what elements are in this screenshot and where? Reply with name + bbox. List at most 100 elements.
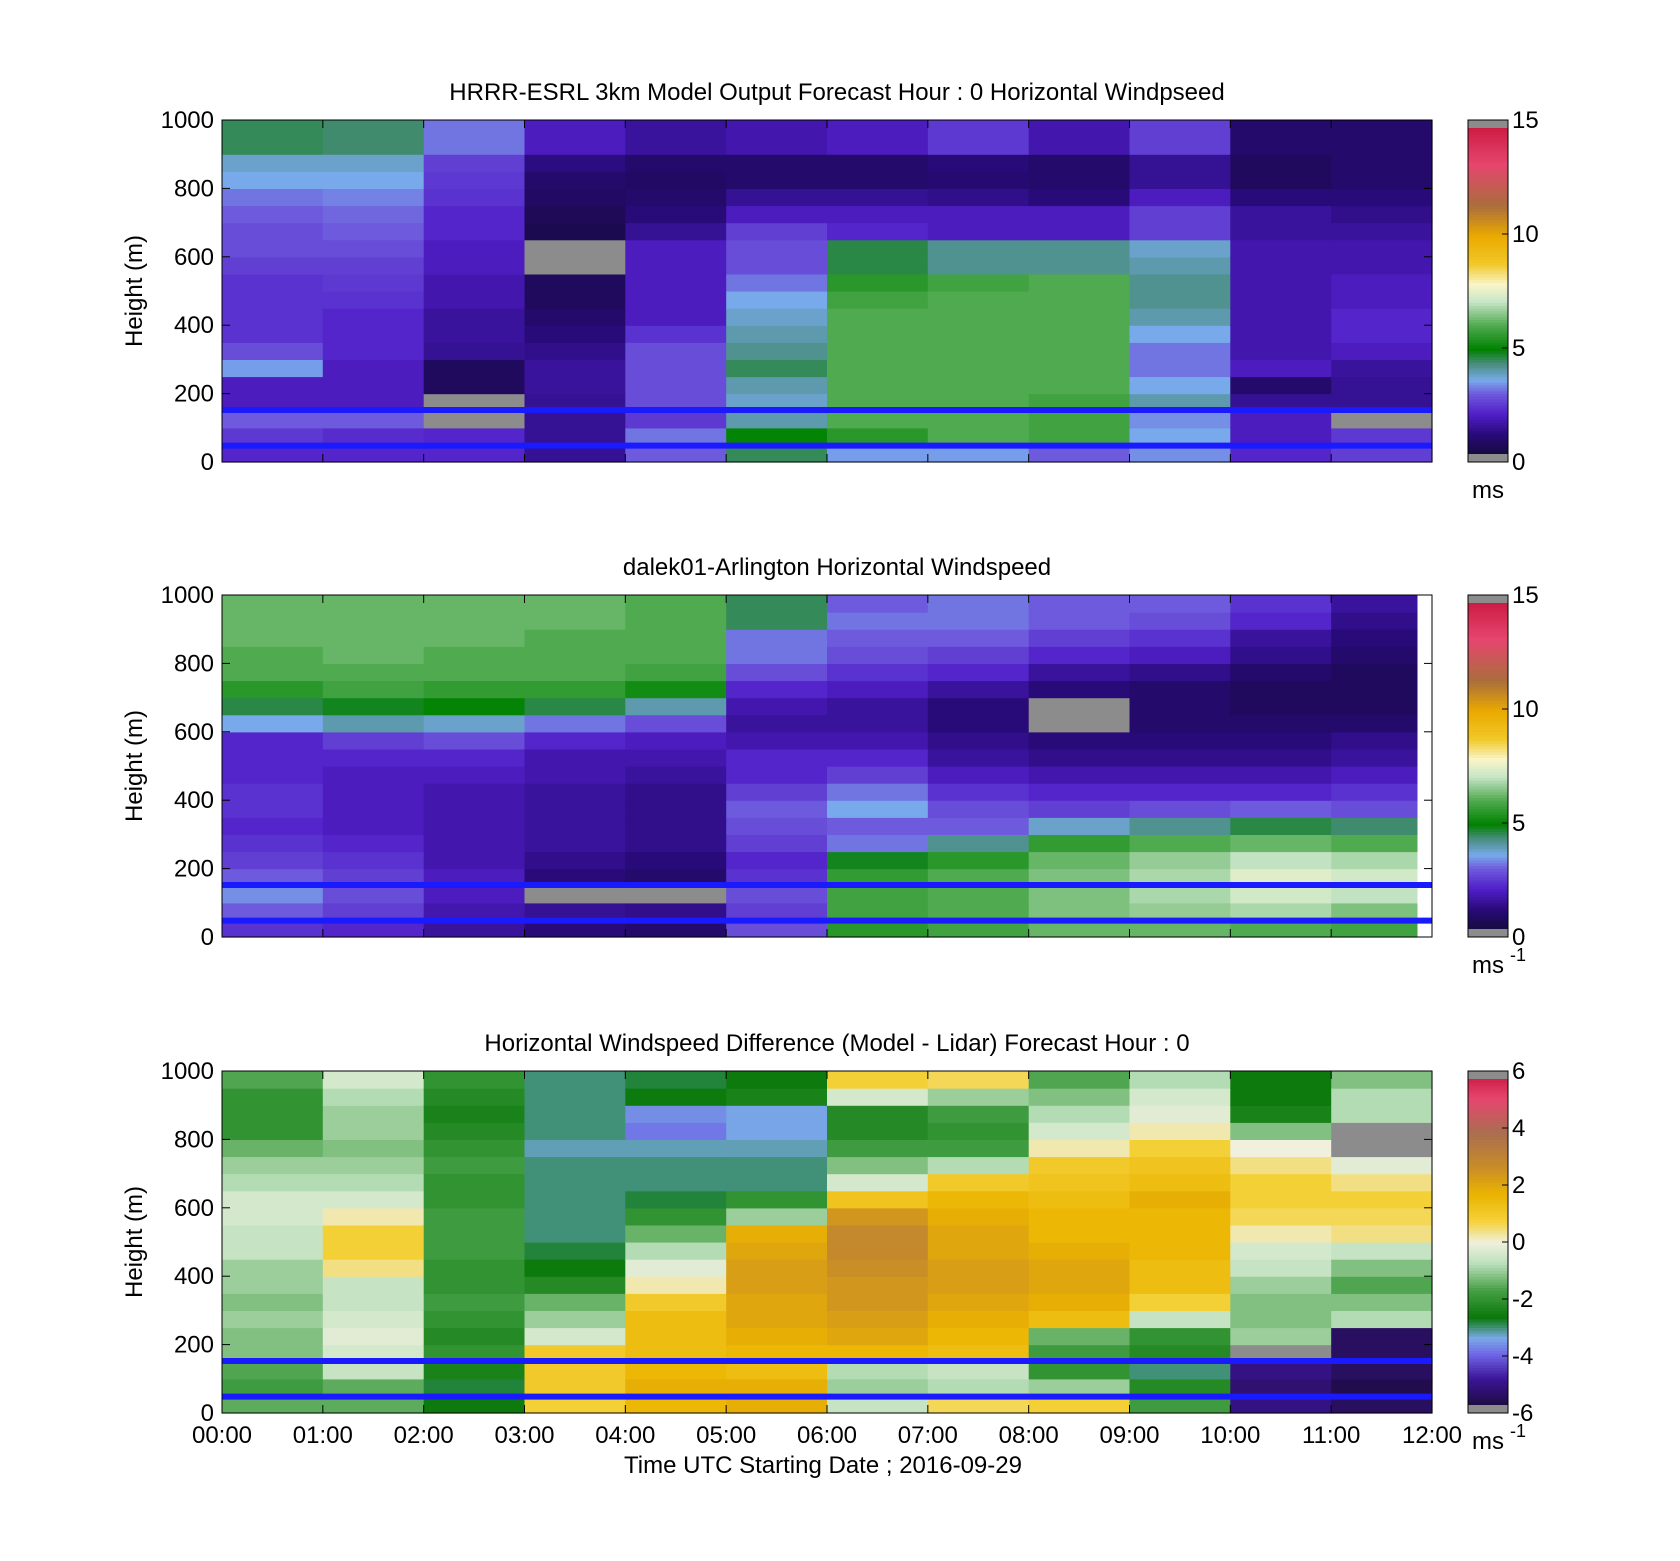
heatmap-cell: [1331, 714, 1418, 733]
heatmap-cell: [423, 731, 526, 750]
colorbar-swatch: [1468, 922, 1508, 927]
heatmap-cell: [1129, 444, 1231, 463]
colorbar-swatch: [1468, 1287, 1508, 1291]
x-tick-label: 11:00: [1302, 1422, 1360, 1449]
heatmap-cell: [1331, 1242, 1433, 1260]
heatmap-cell: [726, 1327, 828, 1346]
heatmap-cell: [625, 120, 727, 138]
heatmap-cell: [222, 291, 324, 309]
heatmap-cell: [524, 1361, 626, 1380]
heatmap-cell: [726, 444, 828, 463]
colorbar-swatch: [1468, 1230, 1508, 1234]
heatmap-cell: [222, 1139, 324, 1158]
colorbar-swatch: [1468, 637, 1508, 642]
y-tick-label: 200: [174, 1332, 214, 1359]
heatmap-cell: [927, 1378, 1030, 1397]
heatmap-cell: [1129, 817, 1231, 835]
colorbar-swatch: [1468, 623, 1508, 627]
colorbar-swatch: [1468, 720, 1508, 724]
heatmap-cell: [625, 1344, 727, 1363]
colorbar-swatch: [1468, 911, 1508, 915]
colorbar-swatch: [1468, 1119, 1508, 1123]
heatmap-cell: [524, 1242, 626, 1260]
colorbar-swatch: [1468, 248, 1508, 252]
heatmap-cell: [726, 1259, 828, 1277]
colorbar-swatch: [1468, 686, 1508, 690]
heatmap-cell: [827, 663, 929, 682]
heatmap-cell: [1331, 273, 1433, 292]
colorbar-cap-bottom: [1468, 929, 1508, 937]
heatmap-cell: [726, 868, 828, 887]
colorbar-swatch: [1468, 145, 1508, 149]
colorbar-swatch: [1468, 842, 1508, 847]
heatmap-cell: [1028, 137, 1131, 155]
heatmap-cell: [726, 325, 828, 343]
heatmap-cell: [1331, 868, 1418, 887]
heatmap-cell: [625, 222, 727, 241]
heatmap-cell: [726, 1378, 828, 1397]
heatmap-cell: [625, 1361, 727, 1380]
heatmap-cell: [927, 1173, 1030, 1192]
heatmap-cell: [1230, 868, 1332, 887]
heatmap-cell: [625, 1327, 727, 1346]
heatmap-cell: [1129, 766, 1231, 784]
colorbar-swatch: [1468, 1290, 1508, 1294]
colorbar-swatch: [1468, 734, 1508, 738]
heatmap-cell: [1331, 359, 1433, 378]
colorbar-swatch: [1468, 840, 1508, 844]
colorbar-swatch: [1468, 851, 1508, 855]
heatmap-cell: [827, 629, 929, 647]
heatmap-cell: [322, 1156, 425, 1175]
heatmap-cell: [1028, 714, 1131, 733]
heatmap-cell: [1230, 834, 1332, 853]
colorbar-swatch: [1468, 405, 1508, 409]
heatmap-cell: [1129, 291, 1231, 309]
heatmap-cell: [1331, 851, 1418, 870]
heatmap-cell: [726, 766, 828, 784]
heatmap-cell: [1331, 393, 1433, 412]
heatmap-cell: [1230, 1190, 1332, 1209]
heatmap-cell: [524, 1224, 626, 1243]
colorbar-swatch: [1468, 837, 1508, 841]
y-tick-label: 400: [174, 1263, 214, 1290]
heatmap-cell: [222, 919, 324, 938]
heatmap-cell: [423, 325, 526, 343]
heatmap-cell: [222, 188, 324, 207]
colorbar-swatch: [1468, 1333, 1508, 1337]
colorbar-swatch: [1468, 291, 1508, 295]
colorbar-swatch: [1468, 228, 1508, 232]
colorbar-swatch: [1468, 194, 1508, 198]
colorbar-swatch: [1468, 1090, 1508, 1095]
heatmap-cell: [1331, 188, 1433, 207]
heatmap-cell: [726, 359, 828, 378]
heatmap-cell: [1230, 308, 1332, 326]
colorbar-swatch: [1468, 766, 1508, 770]
colorbar-swatch: [1468, 899, 1508, 904]
heatmap-cell: [1129, 1327, 1231, 1346]
heatmap-cell: [927, 342, 1030, 360]
heatmap-cell: [726, 817, 828, 835]
heatmap-cell: [927, 1122, 1030, 1140]
heatmap-cell: [423, 1139, 526, 1158]
heatmap-cell: [524, 714, 626, 733]
colorbar-cap-top: [1468, 595, 1508, 603]
heatmap-cell: [222, 612, 324, 630]
heatmap-cell: [1331, 1259, 1433, 1277]
heatmap-cell: [927, 783, 1030, 801]
colorbar-swatch: [1468, 308, 1508, 312]
heatmap-cell: [726, 919, 828, 938]
colorbar-tick-label: -4: [1512, 1343, 1533, 1370]
heatmap-cell: [1129, 646, 1231, 664]
heatmap-cell: [1028, 1190, 1131, 1209]
heatmap-cell: [1230, 154, 1332, 172]
heatmap-cell: [1028, 902, 1131, 921]
heatmap-cell: [726, 1224, 828, 1243]
heatmap-cell: [726, 1088, 828, 1106]
heatmap-cell: [222, 1071, 324, 1089]
heatmap-cell: [423, 629, 526, 647]
heatmap-cell: [524, 1293, 626, 1311]
colorbar-tick-label: 4: [1512, 1115, 1525, 1142]
colorbar-unit-superscript: -1: [1510, 1421, 1526, 1441]
heatmap-cell: [1230, 342, 1332, 360]
heatmap-cell: [1028, 783, 1131, 801]
